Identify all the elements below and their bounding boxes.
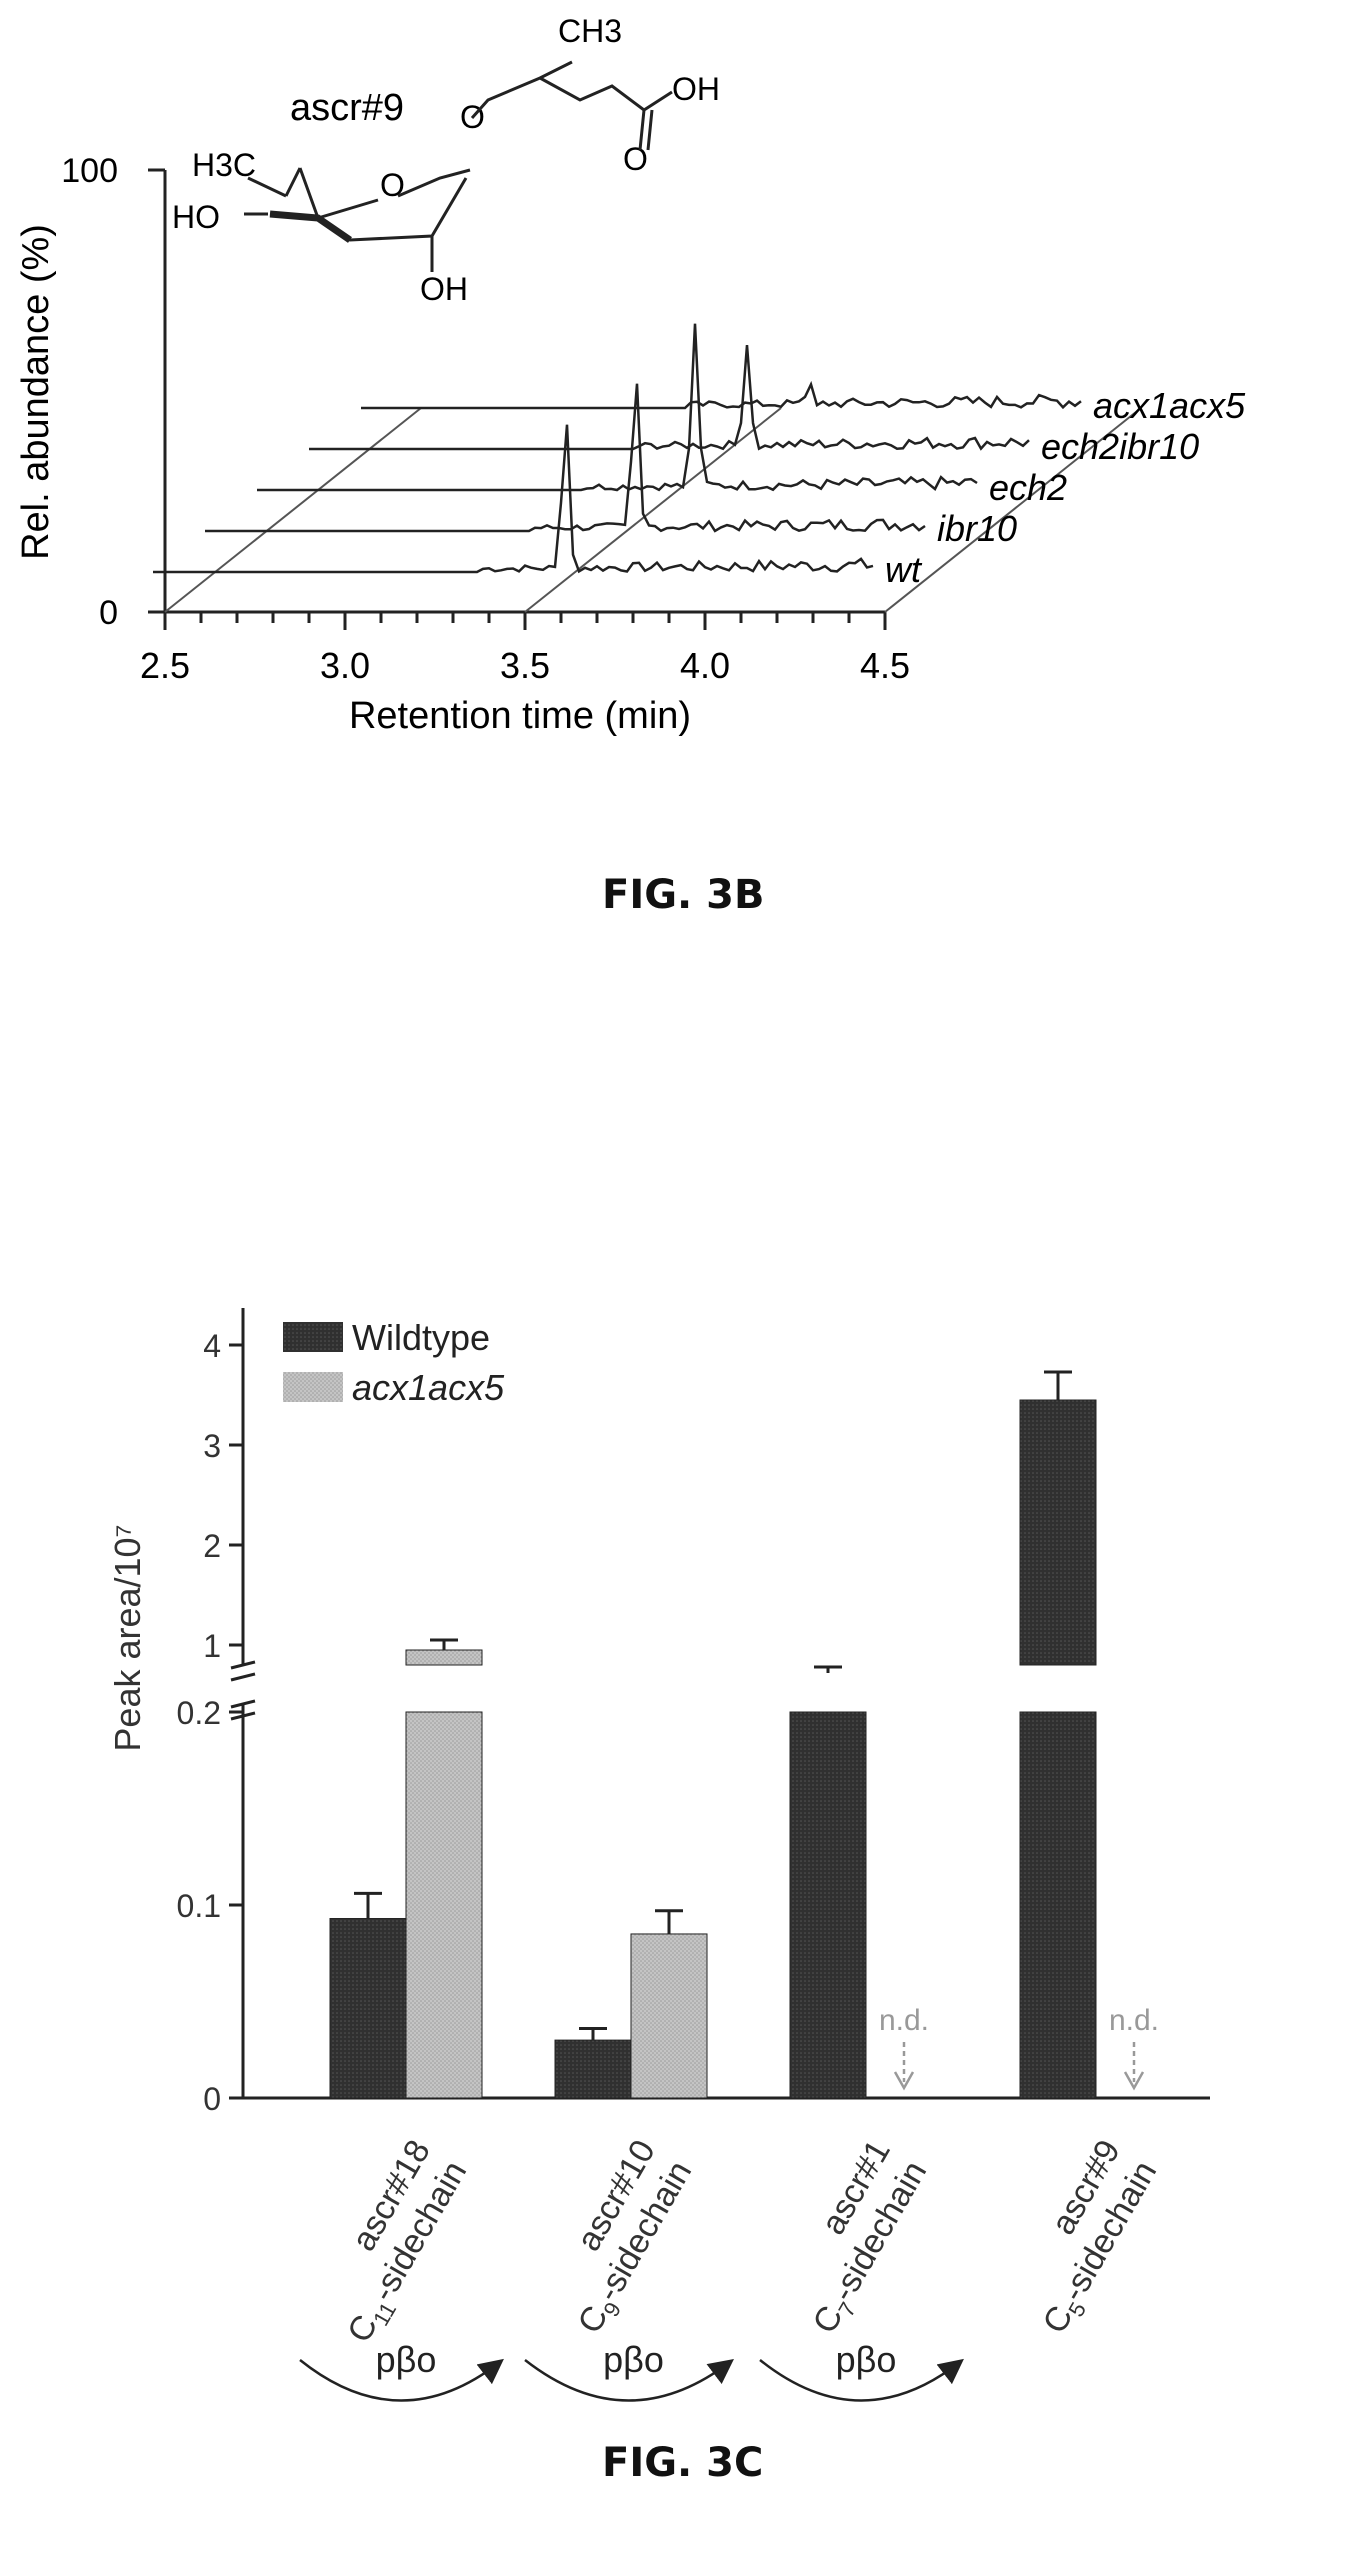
category-label-2: ascr#1C7-sidechain	[805, 2134, 934, 2340]
depth-line-left	[164, 407, 422, 613]
process-arrow	[524, 2358, 734, 2402]
nd-label: n.d.	[1109, 2004, 1159, 2037]
bars	[329, 1370, 1097, 2099]
process-arrows: pβo pβo pβo	[299, 2339, 964, 2402]
nd-arrow-head	[1123, 2071, 1145, 2091]
atom-oh-acid: OH	[672, 71, 720, 107]
y-tick-label-lower: 0.2	[177, 1695, 221, 1731]
y-tick-labels: 1 2 3 4 0 0.1 0.2	[177, 1328, 221, 2117]
legend-label-wildtype: Wildtype	[352, 1317, 490, 1358]
x-tick-label: 4.5	[860, 645, 910, 686]
y-tick-label-lower: 0	[203, 2081, 221, 2117]
trace-label-ech2: ech2	[989, 467, 1067, 508]
process-arrow	[299, 2358, 504, 2402]
error-bar	[579, 2027, 607, 2041]
trace-label-ech2ibr10: ech2ibr10	[1041, 426, 1199, 467]
atom-h3c: H3C	[192, 147, 256, 183]
axis-break-1	[230, 1660, 256, 1682]
bar-Wildtype	[329, 1918, 407, 2099]
fig3b-caption: FIG. 3B	[602, 872, 765, 918]
bar-lower-Wildtype	[789, 1711, 867, 2099]
fig3c-caption: FIG. 3C	[602, 2440, 764, 2486]
ring-bold-edge	[269, 210, 352, 243]
process-arrow	[759, 2358, 964, 2402]
trace-ech2ibr10	[309, 345, 1030, 451]
trace-ech2	[257, 323, 978, 492]
process-label: pβo	[376, 2339, 437, 2380]
process-label: pβo	[836, 2339, 897, 2380]
y-tick-label-0: 0	[99, 594, 118, 632]
y-tick-label-upper: 3	[203, 1428, 221, 1464]
atom-ch3-top: CH3	[558, 13, 622, 49]
process-label: pβo	[603, 2339, 664, 2380]
atom-ho: HO	[172, 199, 220, 235]
legend-swatch-acx1acx5	[283, 1372, 343, 1402]
chromatogram-traces	[153, 323, 1082, 574]
atom-o-ring: O	[380, 167, 405, 203]
x-tick-label: 3.0	[320, 645, 370, 686]
error-bar	[430, 1638, 458, 1650]
bar-upper-acx1acx5	[405, 1649, 483, 1666]
trace-label-acx1acx5: acx1acx5	[1093, 385, 1246, 426]
structure-label: ascr#9	[290, 87, 404, 129]
x-tick-label: 2.5	[140, 645, 190, 686]
x-tick-labels: 2.5 3.0 3.5 4.0 4.5	[140, 645, 910, 686]
trace-acx1acx5	[361, 380, 1082, 410]
nd-arrow-head	[893, 2071, 915, 2091]
legend-label-acx1acx5: acx1acx5	[352, 1367, 505, 1408]
x-tick-label: 3.5	[500, 645, 550, 686]
legend: Wildtype acx1acx5	[283, 1317, 505, 1408]
depth-grid	[164, 407, 1142, 613]
y-tick-label-lower: 0.1	[177, 1888, 221, 1924]
x-tick-label: 4.0	[680, 645, 730, 686]
trace-wt	[153, 424, 874, 574]
x-axis-label: Retention time (min)	[349, 695, 691, 737]
error-bar	[814, 1665, 842, 1673]
error-bar	[655, 1909, 683, 1934]
bar-upper-Wildtype	[1019, 1399, 1097, 1666]
atom-oh-bottom: OH	[420, 271, 468, 307]
legend-swatch-wildtype	[283, 1322, 343, 1352]
atom-o-carbonyl: O	[623, 141, 648, 177]
y-axis-label: Rel. abundance (%)	[15, 224, 57, 560]
ascr9-structure: ascr#9 CH3 OH O H3C HO O OH O	[172, 13, 720, 307]
error-bar	[1044, 1370, 1072, 1400]
trace-label-ibr10: ibr10	[937, 508, 1017, 549]
axis-break-2	[230, 1699, 256, 1721]
y-tick-label-upper: 1	[203, 1628, 221, 1664]
bar-lower-acx1acx5	[405, 1711, 483, 2099]
x-axis-ticks	[163, 612, 887, 630]
not-detected-annotations: n.d. n.d.	[879, 2004, 1159, 2091]
trace-label-wt: wt	[885, 549, 923, 590]
y-tick-label-100: 100	[61, 152, 118, 190]
bar-Wildtype	[554, 2039, 632, 2099]
depth-line-mid	[524, 407, 782, 613]
bar-y-axis-label: Peak area/10⁷	[107, 1524, 148, 1751]
nd-label: n.d.	[879, 2004, 929, 2037]
y-tick-label-upper: 4	[203, 1328, 221, 1364]
error-bar	[354, 1891, 382, 1919]
depth-line-right	[884, 407, 1142, 613]
category-label-3: ascr#9C5-sidechain	[1035, 2134, 1164, 2340]
bar-acx1acx5	[630, 1933, 708, 2099]
bar-lower-Wildtype	[1019, 1711, 1097, 2099]
y-tick-label-upper: 2	[203, 1528, 221, 1564]
trace-ibr10	[205, 383, 926, 533]
